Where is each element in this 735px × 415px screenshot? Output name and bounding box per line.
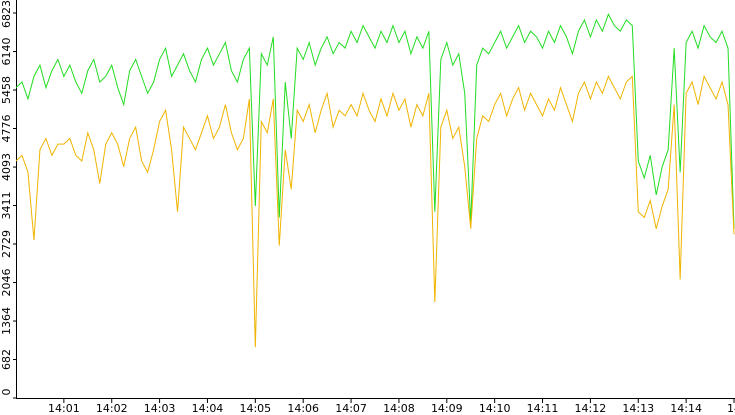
y-tick-label: 5458 [0, 76, 13, 104]
x-tick-label: 14:12 [575, 402, 607, 415]
x-tick-label: 14:08 [383, 402, 415, 415]
x-tick-label: 14:04 [192, 402, 224, 415]
x-tick-label: 14:05 [239, 402, 271, 415]
y-tick-label: 3411 [0, 192, 13, 220]
y-tick-label: 0 [0, 389, 13, 396]
x-tick-label: 14:03 [144, 402, 176, 415]
x-tick-label: 14:11 [527, 402, 559, 415]
x-tick-label: 14:10 [479, 402, 511, 415]
x-tick-label: 14:14 [670, 402, 702, 415]
y-tick-label: 682 [0, 349, 13, 370]
y-tick-label: 4776 [0, 115, 13, 143]
x-tick-label: 14:09 [431, 402, 463, 415]
y-tick-label: 6140 [0, 38, 13, 66]
y-tick-label: 2729 [0, 230, 13, 258]
y-tick-label: 4093 [0, 153, 13, 181]
x-tick-label: 14:13 [622, 402, 654, 415]
x-tick-label: 14:02 [96, 402, 128, 415]
x-tick-label: 14:07 [335, 402, 367, 415]
y-tick-label: 6823 [0, 0, 13, 28]
x-tick-label: 14:01 [48, 402, 80, 415]
series-line [15, 13, 735, 229]
y-tick-label: 2046 [0, 269, 13, 297]
x-tick-label: 14 [727, 402, 735, 415]
series-line [15, 74, 735, 348]
y-tick-label: 1364 [0, 307, 13, 335]
x-tick-label: 14:06 [287, 402, 319, 415]
